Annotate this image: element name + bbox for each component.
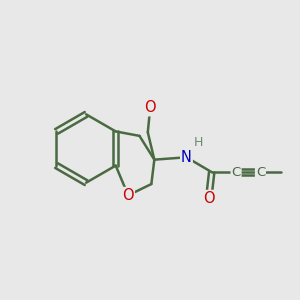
Text: C: C: [231, 166, 241, 178]
Text: N: N: [181, 150, 192, 165]
Text: O: O: [122, 188, 134, 203]
Text: C: C: [256, 166, 265, 178]
Text: O: O: [144, 100, 156, 116]
Text: O: O: [203, 191, 214, 206]
Text: H: H: [194, 136, 203, 149]
